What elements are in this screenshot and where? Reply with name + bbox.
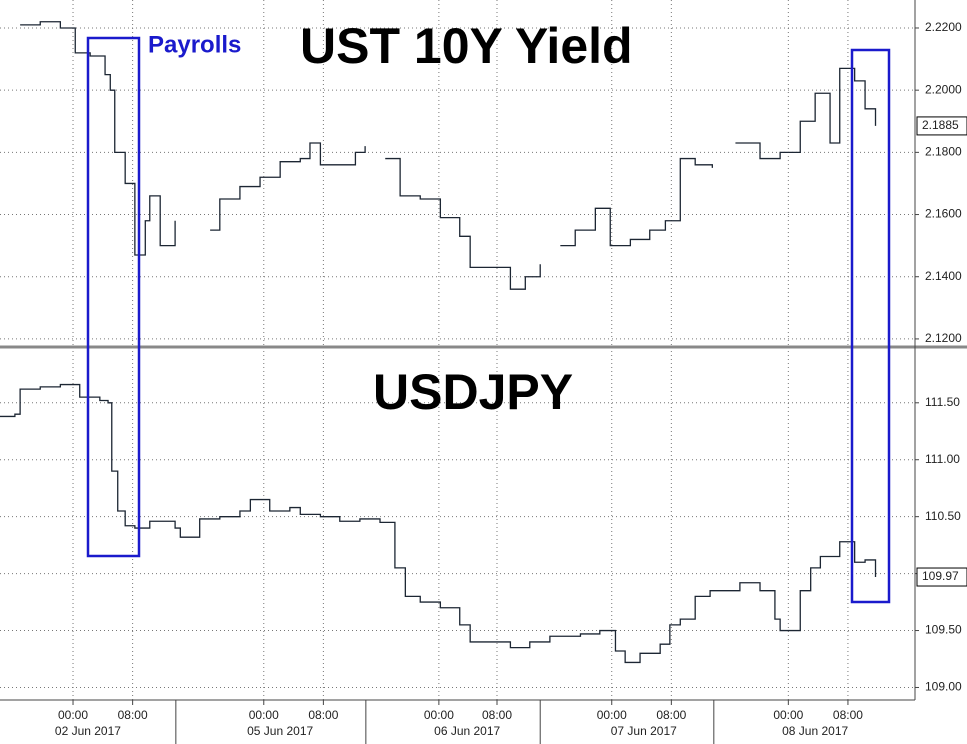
y-tick-label: 2.1600 [925,207,962,221]
last-value-label: 109.97 [922,569,959,583]
y-tick-label: 111.00 [925,452,960,466]
y-tick-label: 2.1800 [925,145,962,159]
x-tick-label: 08:00 [118,708,148,722]
chart-title: UST 10Y Yield [300,18,633,74]
date-label: 08 Jun 2017 [782,724,848,738]
last-value-box [916,116,967,136]
chart-title: USDJPY [373,364,573,420]
line-series [20,21,877,290]
date-label: 05 Jun 2017 [247,724,313,738]
y-tick-label: 109.00 [925,680,962,694]
last-value-label: 2.1885 [922,118,959,132]
x-tick-label: 00:00 [773,708,803,722]
x-tick-label: 08:00 [656,708,686,722]
y-tick-label: 2.1200 [925,331,962,345]
date-label: 02 Jun 2017 [55,724,121,738]
x-tick-label: 00:00 [249,708,279,722]
x-tick-label: 00:00 [597,708,627,722]
x-tick-label: 08:00 [482,708,512,722]
x-tick-label: 00:00 [58,708,88,722]
y-tick-label: 110.50 [925,509,961,523]
x-tick-label: 08:00 [308,708,338,722]
date-label: 07 Jun 2017 [611,724,677,738]
highlight-box [86,36,141,558]
last-value-box [916,567,967,587]
x-tick-label: 08:00 [833,708,863,722]
y-tick-label: 2.2200 [925,20,962,34]
y-tick-label: 2.2000 [925,82,962,96]
line-series [0,383,877,664]
date-label: 06 Jun 2017 [434,724,500,738]
annotation: Payrolls [148,31,241,58]
x-tick-label: 00:00 [424,708,454,722]
y-tick-label: 111.50 [925,395,960,409]
y-tick-label: 109.50 [925,623,962,637]
highlight-box [850,48,891,604]
y-tick-label: 2.1400 [925,269,962,283]
